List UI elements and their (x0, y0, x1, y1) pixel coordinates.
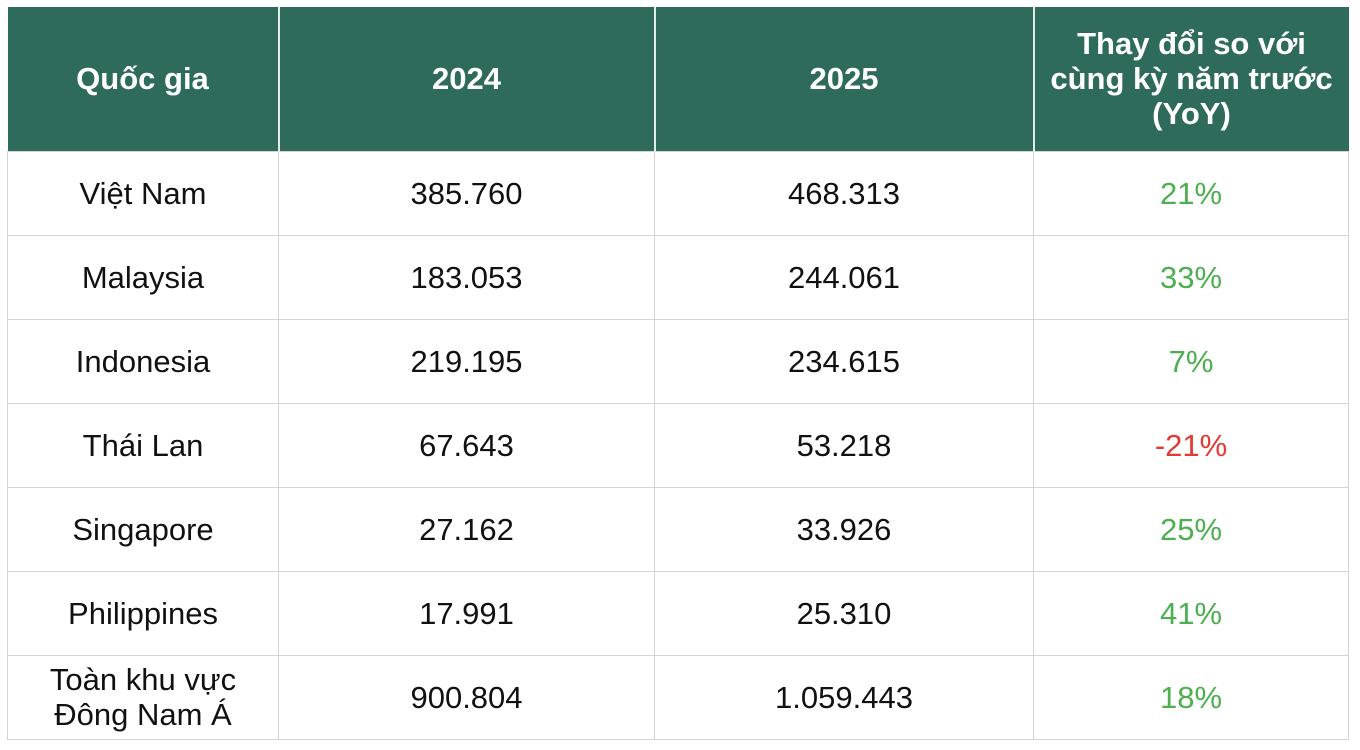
yoy-cell: 33% (1033, 234, 1349, 320)
yoy-cell: 25% (1033, 486, 1349, 572)
country-cell: Malaysia (7, 234, 279, 320)
table-row: Thái Lan 67.643 53.218 -21% (7, 402, 1349, 488)
table-row: Singapore 27.162 33.926 25% (7, 486, 1349, 572)
value-2025-cell: 33.926 (654, 486, 1034, 572)
header-country: Quốc gia (7, 7, 279, 151)
value-2024-cell: 219.195 (278, 318, 655, 404)
table-row: Việt Nam 385.760 468.313 21% (7, 150, 1349, 236)
value-2024-cell: 17.991 (278, 570, 655, 656)
country-cell: Singapore (7, 486, 279, 572)
value-2025-cell: 25.310 (654, 570, 1034, 656)
header-2024: 2024 (277, 7, 655, 151)
value-2025-cell: 53.218 (654, 402, 1034, 488)
table-body: Việt Nam 385.760 468.313 21% Malaysia 183.053… (7, 150, 1349, 740)
country-cell: Indonesia (7, 318, 279, 404)
country-cell: Philippines (7, 570, 279, 656)
table-row: Philippines 17.991 25.310 41% (7, 570, 1349, 656)
value-2024-cell: 67.643 (278, 402, 655, 488)
table-row: Toàn khu vực Đông Nam Á 900.804 1.059.443 1… (7, 654, 1349, 740)
value-2025-cell: 244.061 (654, 234, 1034, 320)
value-2024-cell: 385.760 (278, 150, 655, 236)
data-table: Quốc gia 2024 2025 Thay đổi so với cùng … (7, 7, 1349, 740)
value-2024-cell: 183.053 (278, 234, 655, 320)
yoy-cell: 21% (1033, 150, 1349, 236)
header-row: Quốc gia 2024 2025 Thay đổi so với cùng … (7, 7, 1349, 151)
value-2025-cell: 468.313 (654, 150, 1034, 236)
table-row: Malaysia 183.053 244.061 33% (7, 234, 1349, 320)
yoy-cell: 18% (1033, 654, 1349, 740)
yoy-cell: 41% (1033, 570, 1349, 656)
country-cell: Việt Nam (7, 150, 279, 236)
country-cell: Thái Lan (7, 402, 279, 488)
value-2025-cell: 1.059.443 (654, 654, 1034, 740)
country-cell: Toàn khu vực Đông Nam Á (7, 654, 279, 740)
yoy-cell: 7% (1033, 318, 1349, 404)
header-2025: 2025 (653, 7, 1034, 151)
table-row: Indonesia 219.195 234.615 7% (7, 318, 1349, 404)
value-2024-cell: 900.804 (278, 654, 655, 740)
value-2024-cell: 27.162 (278, 486, 655, 572)
yoy-cell: -21% (1033, 402, 1349, 488)
value-2025-cell: 234.615 (654, 318, 1034, 404)
header-yoy: Thay đổi so với cùng kỳ năm trước (YoY) (1032, 7, 1349, 151)
